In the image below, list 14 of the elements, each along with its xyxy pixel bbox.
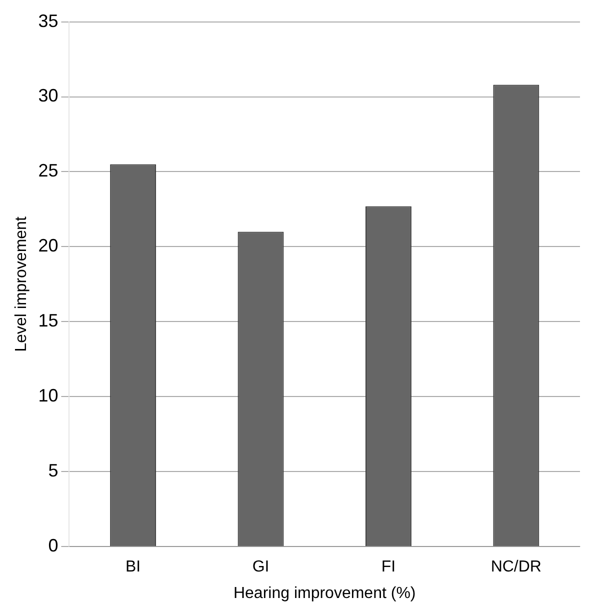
- x-tick-label: GI: [252, 558, 270, 576]
- y-tick-label: 10: [38, 386, 58, 406]
- y-axis-title: Level improvement: [13, 216, 30, 352]
- x-axis-title: Hearing improvement (%): [233, 584, 416, 602]
- y-tick-label: 30: [38, 86, 58, 106]
- y-tick-label: 15: [38, 310, 58, 331]
- x-tick-label: FI: [381, 558, 396, 576]
- y-tick-label: 20: [38, 236, 58, 256]
- x-tick-label: NC/DR: [490, 558, 542, 576]
- x-tick-label: BI: [126, 558, 141, 576]
- y-tick-label: 0: [48, 536, 58, 556]
- y-tick-label: 25: [38, 160, 58, 181]
- y-tick-label: 5: [48, 460, 58, 481]
- y-tick-label: 35: [38, 10, 58, 31]
